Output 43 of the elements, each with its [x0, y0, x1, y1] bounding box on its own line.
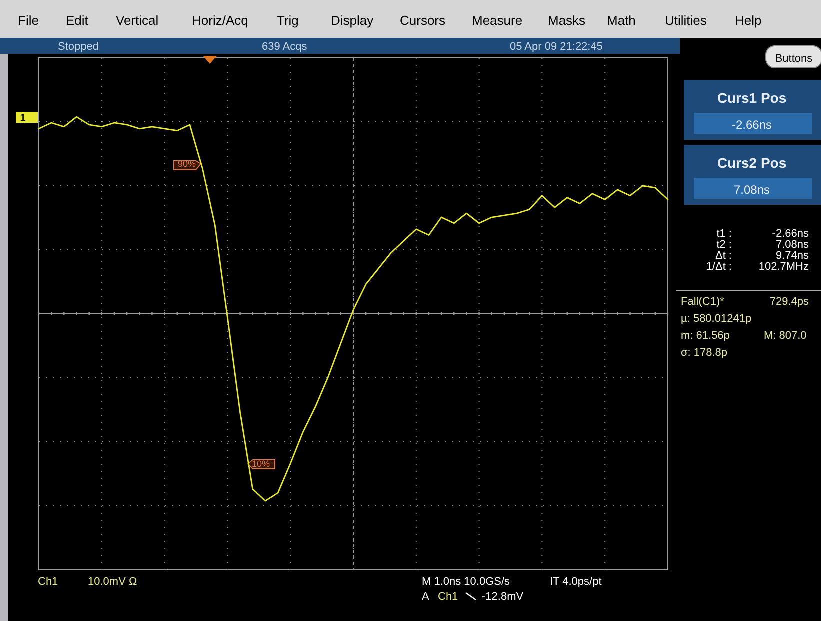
text: 10.0mV Ω: [88, 576, 138, 588]
text: Utilities: [665, 13, 708, 28]
text: 102.7MHz: [758, 261, 809, 273]
text: Edit: [66, 13, 89, 28]
text: M: 807.0: [764, 330, 807, 342]
text: Help: [735, 13, 762, 28]
text: Stopped: [58, 41, 99, 53]
text: Ch1: [38, 576, 58, 588]
text: 7.08ns: [776, 239, 810, 251]
text: σ: 178.8p: [681, 347, 728, 359]
text: Measure: [472, 13, 523, 28]
text: Fall(C1)*: [681, 296, 726, 308]
text: 1: [20, 113, 26, 124]
text: 05 Apr 09 21:22:45: [510, 41, 603, 53]
text: 729.4ps: [770, 296, 810, 308]
text: Curs1 Pos: [717, 90, 787, 106]
text: 639 Acqs: [262, 41, 308, 53]
text: IT 4.0ps/pt: [550, 576, 602, 588]
text: 9.74ns: [776, 250, 810, 262]
text: Display: [331, 13, 374, 28]
text: -2.66ns: [732, 118, 772, 132]
annotation: 10%: [252, 459, 270, 469]
text: Curs2 Pos: [717, 155, 787, 171]
text: M 1.0ns 10.0GS/s: [422, 576, 511, 588]
text: -12.8mV: [482, 591, 524, 603]
text: 1/Δt :: [706, 261, 732, 273]
text: File: [18, 13, 39, 28]
text: t1 :: [716, 228, 732, 240]
text: Vertical: [116, 13, 159, 28]
text: -2.66ns: [772, 228, 810, 240]
text: µ: 580.01241p: [681, 313, 752, 325]
text: A: [422, 591, 430, 603]
text: Ch1: [438, 591, 458, 603]
text: m: 61.56p: [681, 330, 730, 342]
text: t2 :: [716, 239, 732, 251]
text: Math: [607, 13, 636, 28]
text: Masks: [548, 13, 586, 28]
text: Δt :: [715, 250, 732, 262]
text: 7.08ns: [734, 183, 770, 197]
text: Horiz/Acq: [192, 13, 248, 28]
text: Buttons: [775, 53, 814, 65]
text: Cursors: [400, 13, 446, 28]
text: Trig: [277, 13, 299, 28]
